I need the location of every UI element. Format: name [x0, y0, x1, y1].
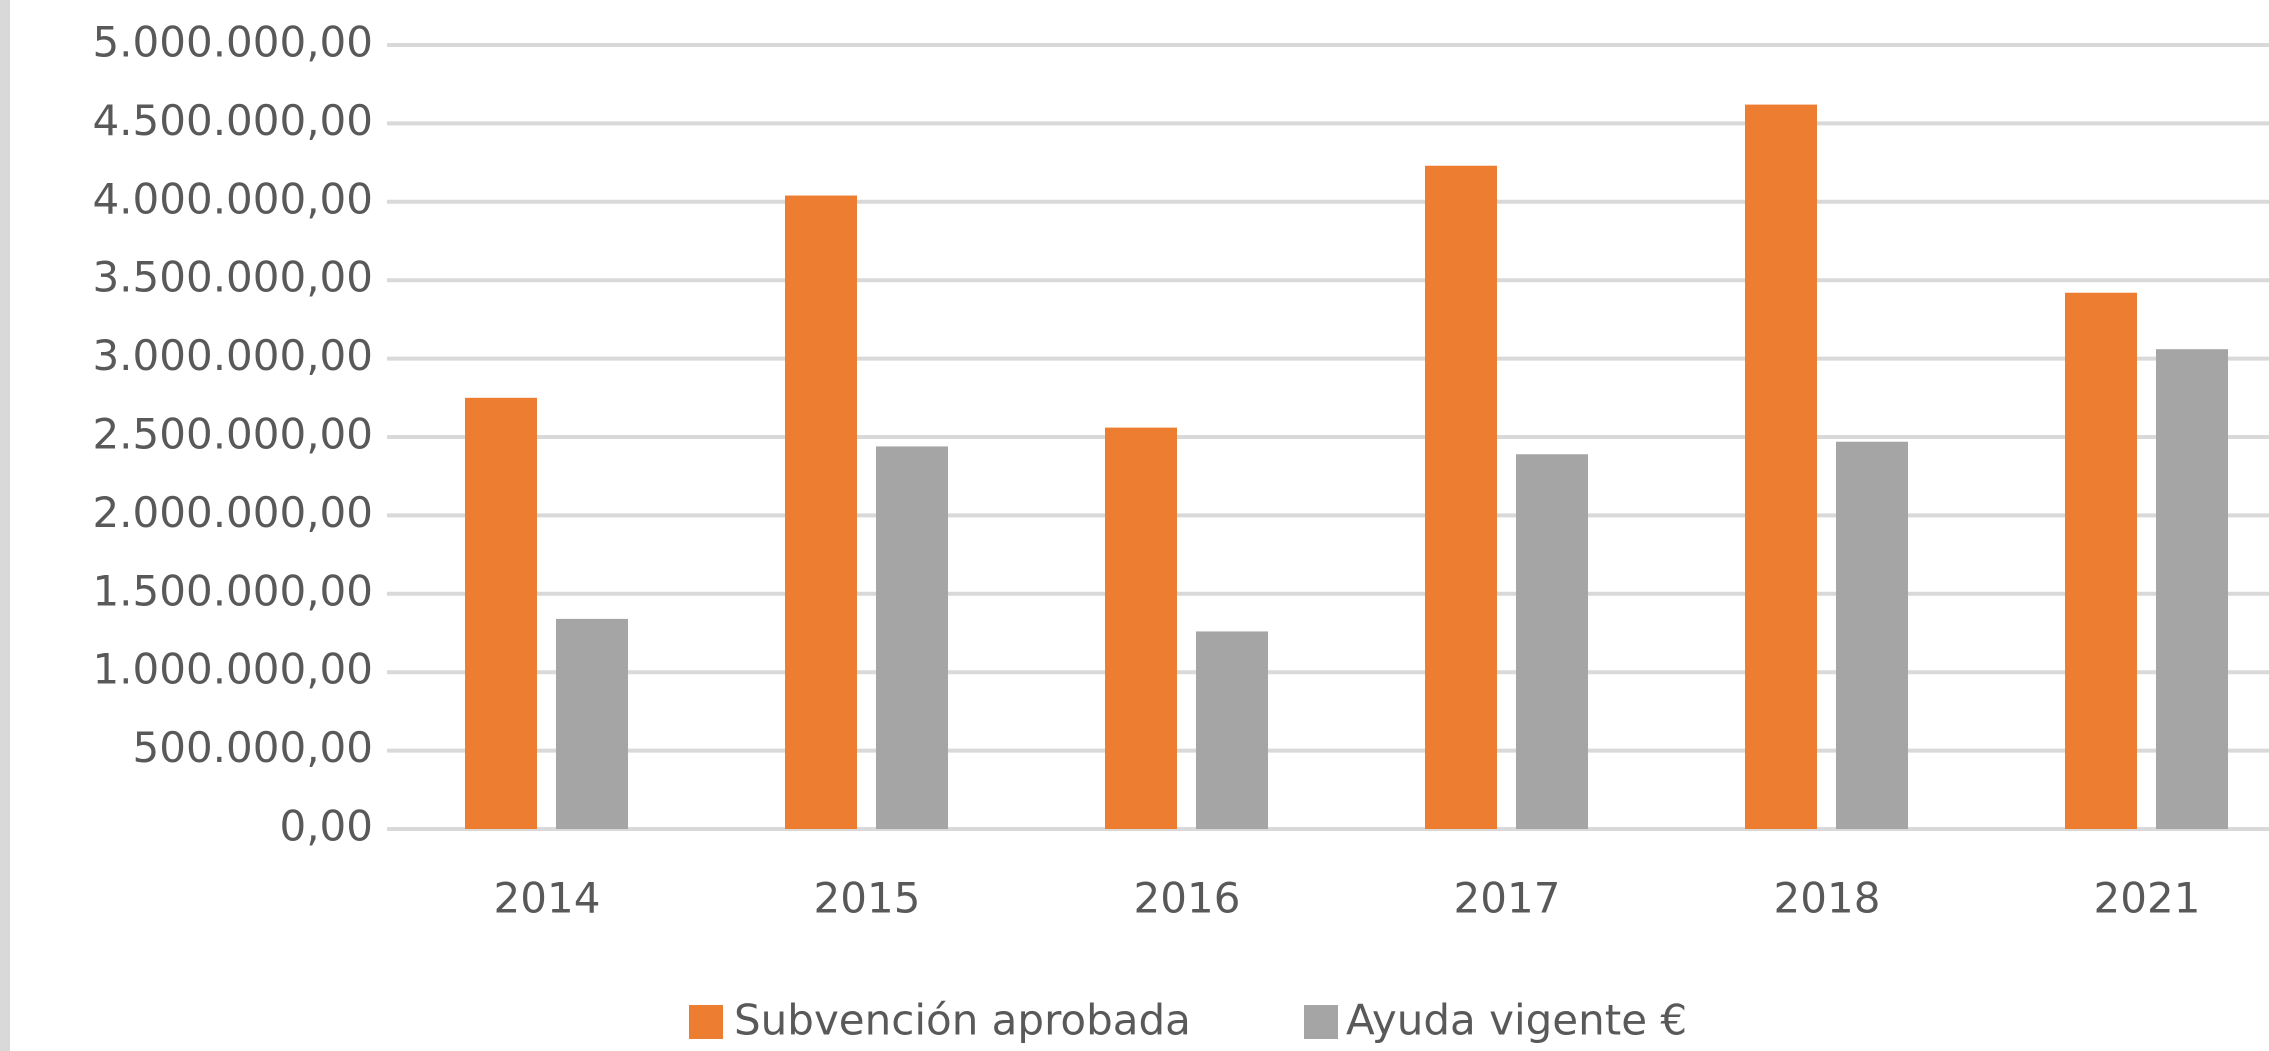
y-tick-label: 1.500.000,00 — [92, 566, 373, 615]
x-tick-label: 2015 — [814, 874, 921, 923]
x-tick-label: 2017 — [1454, 874, 1561, 923]
legend-swatch — [689, 1005, 723, 1039]
bar — [465, 397, 537, 829]
x-tick-label: 2016 — [1134, 874, 1241, 923]
bar — [1745, 104, 1817, 830]
y-tick-label: 1.000.000,00 — [92, 645, 373, 694]
bar — [1425, 165, 1497, 830]
y-tick-label: 4.500.000,00 — [92, 96, 373, 145]
x-tick-label: 2021 — [2094, 874, 2201, 923]
x-tick-label: 2014 — [494, 874, 601, 923]
bar — [1836, 441, 1908, 829]
legend-swatch — [1304, 1005, 1338, 1039]
bar — [556, 618, 628, 829]
bar — [1516, 454, 1588, 829]
x-tick-label: 2018 — [1774, 874, 1881, 923]
y-tick-label: 0,00 — [279, 802, 373, 851]
bar — [2065, 292, 2137, 829]
y-tick-label: 500.000,00 — [133, 723, 373, 772]
bar — [785, 195, 857, 829]
y-tick-label: 5.000.000,00 — [92, 18, 373, 67]
y-tick-label: 4.000.000,00 — [92, 174, 373, 223]
bar — [2156, 349, 2228, 829]
legend-label: Ayuda vigente € — [1346, 996, 1687, 1045]
bar — [876, 446, 948, 829]
y-tick-label: 3.000.000,00 — [92, 331, 373, 380]
left-border — [0, 0, 10, 1051]
y-tick-label: 2.000.000,00 — [92, 488, 373, 537]
y-tick-label: 3.500.000,00 — [92, 253, 373, 302]
y-tick-label: 2.500.000,00 — [92, 410, 373, 459]
legend-label: Subvención aprobada — [734, 996, 1191, 1045]
bar — [1105, 427, 1177, 829]
bar — [1196, 631, 1268, 829]
